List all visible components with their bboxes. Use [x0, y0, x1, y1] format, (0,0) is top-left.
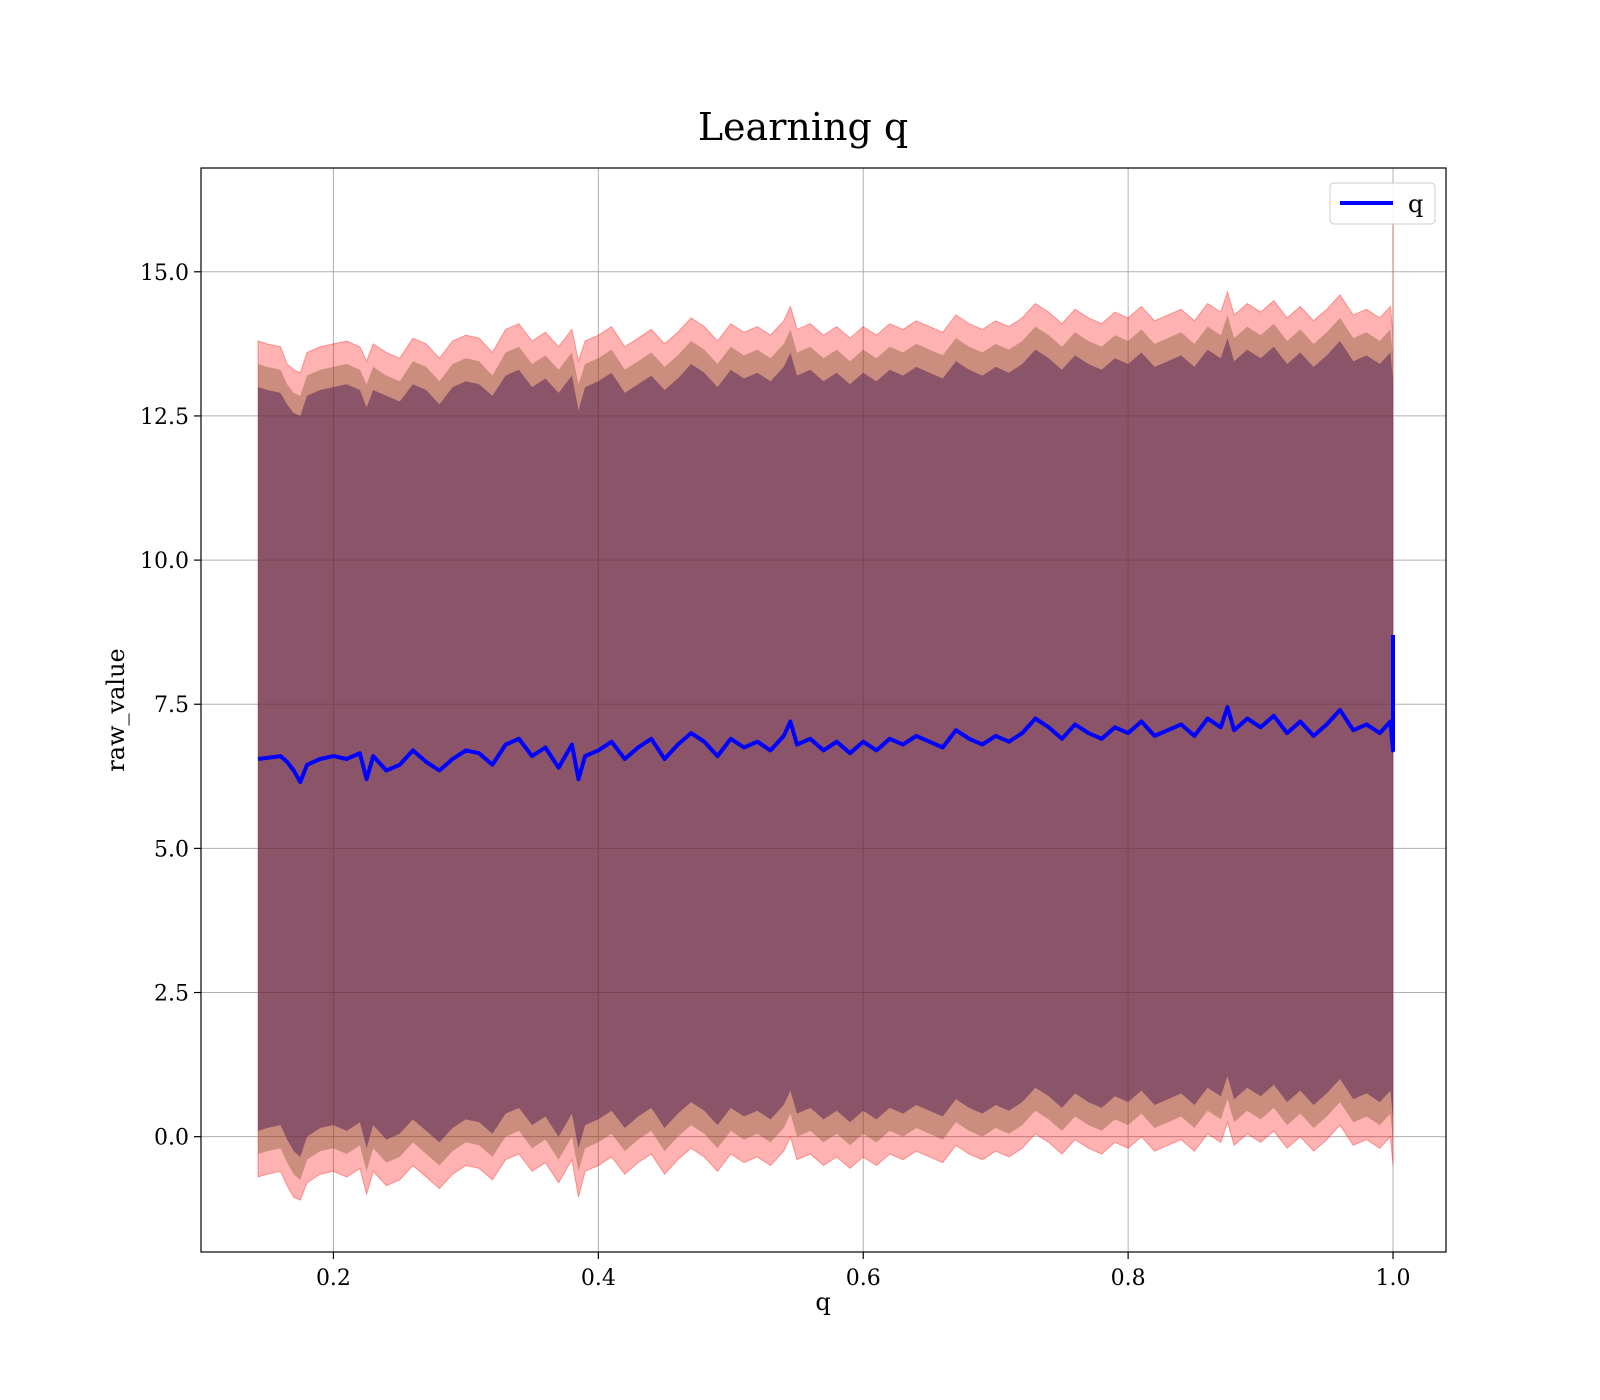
x-tick-label: 0.4: [581, 1266, 616, 1291]
line-layer: [257, 635, 1395, 785]
chart-title: Learning q: [698, 105, 908, 149]
x-axis-label: q: [815, 1288, 830, 1316]
tick-layer: 0.2 0.4 0.6 0.8 1.0 0.0 2.5 5.0 7.5 10.0 12.5 15.0: [140, 261, 1411, 1291]
series-line-q: [257, 635, 1395, 785]
y-tick-label: 15.0: [140, 261, 189, 286]
y-tick-label: 5.0: [154, 837, 189, 862]
plot-frame: [200, 167, 1447, 1253]
y-axis-label: raw_value: [102, 648, 130, 772]
x-tick-label: 0.8: [1111, 1266, 1146, 1291]
y-tick-label: 2.5: [154, 982, 189, 1007]
y-tick-label: 0.0: [154, 1126, 189, 1151]
x-tick-label: 1.0: [1376, 1266, 1411, 1291]
y-tick-label: 10.0: [140, 549, 189, 574]
legend: q: [1329, 182, 1436, 225]
x-tick-label: 0.6: [846, 1266, 881, 1291]
band-inner: [258, 266, 1393, 1157]
y-tick-label: 7.5: [154, 693, 189, 718]
legend-label-q: q: [1408, 190, 1423, 218]
band-layer: [257, 219, 1394, 1201]
y-tick-label: 12.5: [140, 405, 189, 430]
x-tick-label: 0.2: [316, 1266, 351, 1291]
